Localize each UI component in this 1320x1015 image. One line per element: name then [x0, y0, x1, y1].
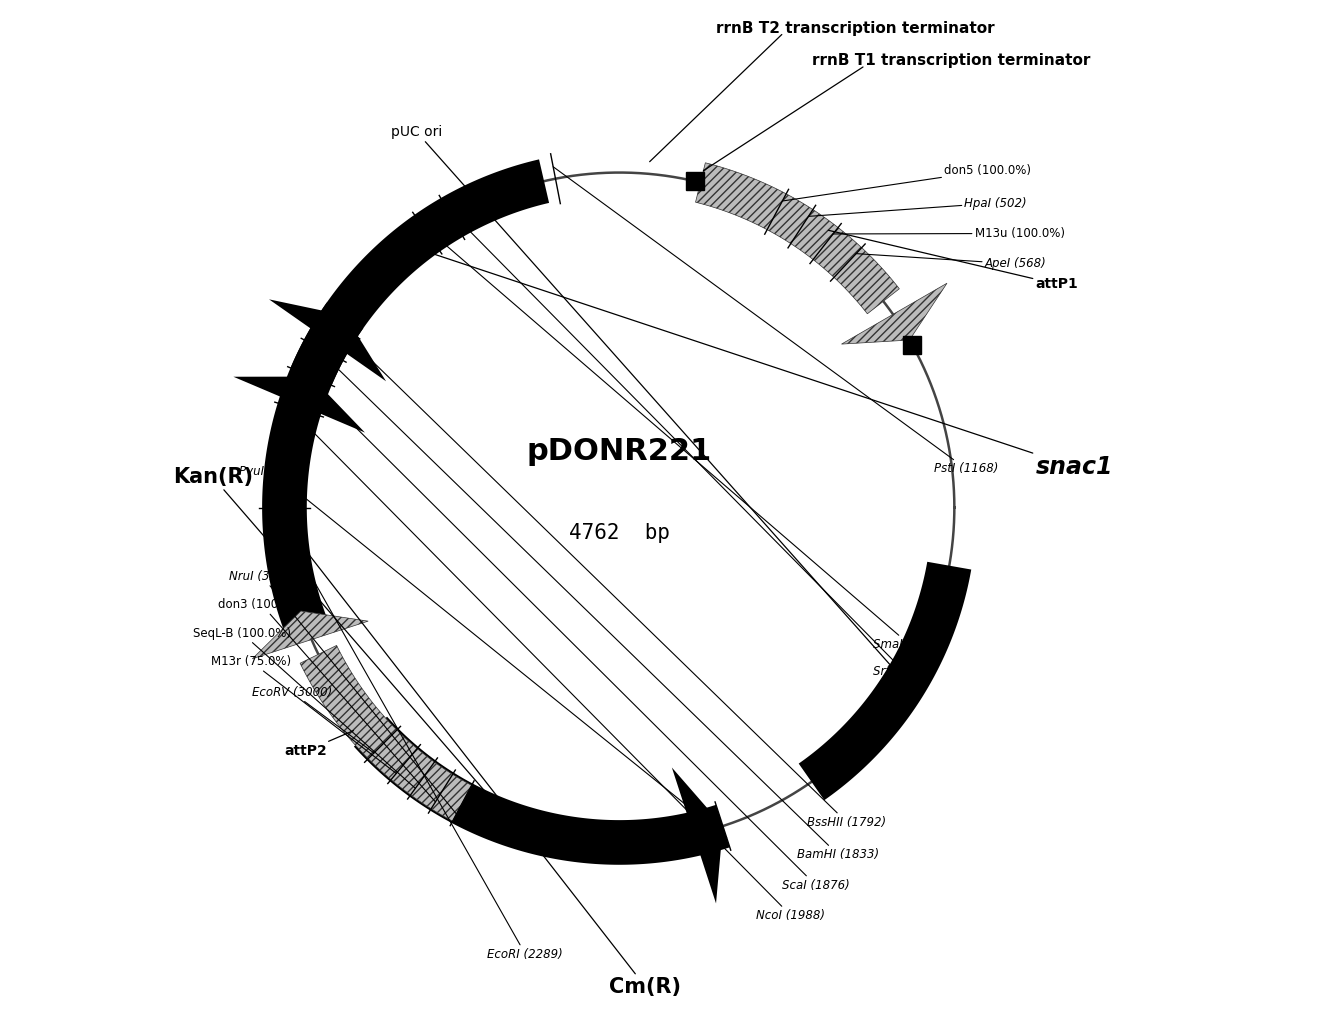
Text: HpaI (502): HpaI (502) — [808, 197, 1027, 216]
Polygon shape — [263, 302, 363, 641]
Text: M13r (75.0%): M13r (75.0%) — [211, 656, 396, 773]
Text: Kan(R): Kan(R) — [173, 467, 529, 842]
Text: PstI (1168): PstI (1168) — [553, 166, 998, 475]
Text: M13u (100.0%): M13u (100.0%) — [833, 227, 1065, 240]
Text: attP2: attP2 — [284, 731, 354, 758]
Bar — [685, 172, 704, 190]
Polygon shape — [799, 561, 972, 800]
Bar — [903, 336, 921, 354]
Text: BssHII (1792): BssHII (1792) — [329, 319, 886, 828]
Text: EcoRI (2289): EcoRI (2289) — [272, 508, 564, 960]
Text: 4762  bp: 4762 bp — [569, 523, 671, 543]
Text: SeqL-B (100.0%): SeqL-B (100.0%) — [193, 627, 416, 789]
Text: don3 (100.0%): don3 (100.0%) — [219, 599, 436, 802]
Text: NruI (3239): NruI (3239) — [228, 570, 457, 814]
Text: Cm(R): Cm(R) — [272, 508, 681, 997]
Polygon shape — [252, 611, 368, 659]
Text: SrfI (1419): SrfI (1419) — [446, 207, 936, 678]
Polygon shape — [234, 377, 364, 432]
Text: SmaI (1419): SmaI (1419) — [420, 223, 946, 651]
Polygon shape — [290, 159, 549, 386]
Text: rrnB T1 transcription terminator: rrnB T1 transcription terminator — [812, 54, 1090, 68]
Text: attP1: attP1 — [829, 230, 1078, 291]
Polygon shape — [300, 646, 471, 821]
Text: NcoI (1988): NcoI (1988) — [288, 406, 825, 922]
Polygon shape — [696, 162, 899, 314]
Text: ScaI (1876): ScaI (1876) — [300, 371, 850, 891]
Polygon shape — [842, 283, 946, 344]
Polygon shape — [269, 299, 385, 382]
Text: pUC ori: pUC ori — [391, 125, 913, 691]
Text: rrnB T2 transcription terminator: rrnB T2 transcription terminator — [715, 21, 994, 36]
Text: BamHI (1833): BamHI (1833) — [313, 344, 879, 861]
Polygon shape — [672, 767, 723, 903]
Text: don5 (100.0%): don5 (100.0%) — [783, 164, 1031, 201]
Polygon shape — [354, 717, 730, 865]
Text: EcoRV (3000): EcoRV (3000) — [252, 686, 374, 753]
Text: pDONR221: pDONR221 — [527, 437, 711, 466]
Text: ApeI (568): ApeI (568) — [857, 254, 1047, 270]
Text: PvuI (3582): PvuI (3582) — [239, 466, 727, 837]
Text: snac1: snac1 — [396, 242, 1113, 479]
